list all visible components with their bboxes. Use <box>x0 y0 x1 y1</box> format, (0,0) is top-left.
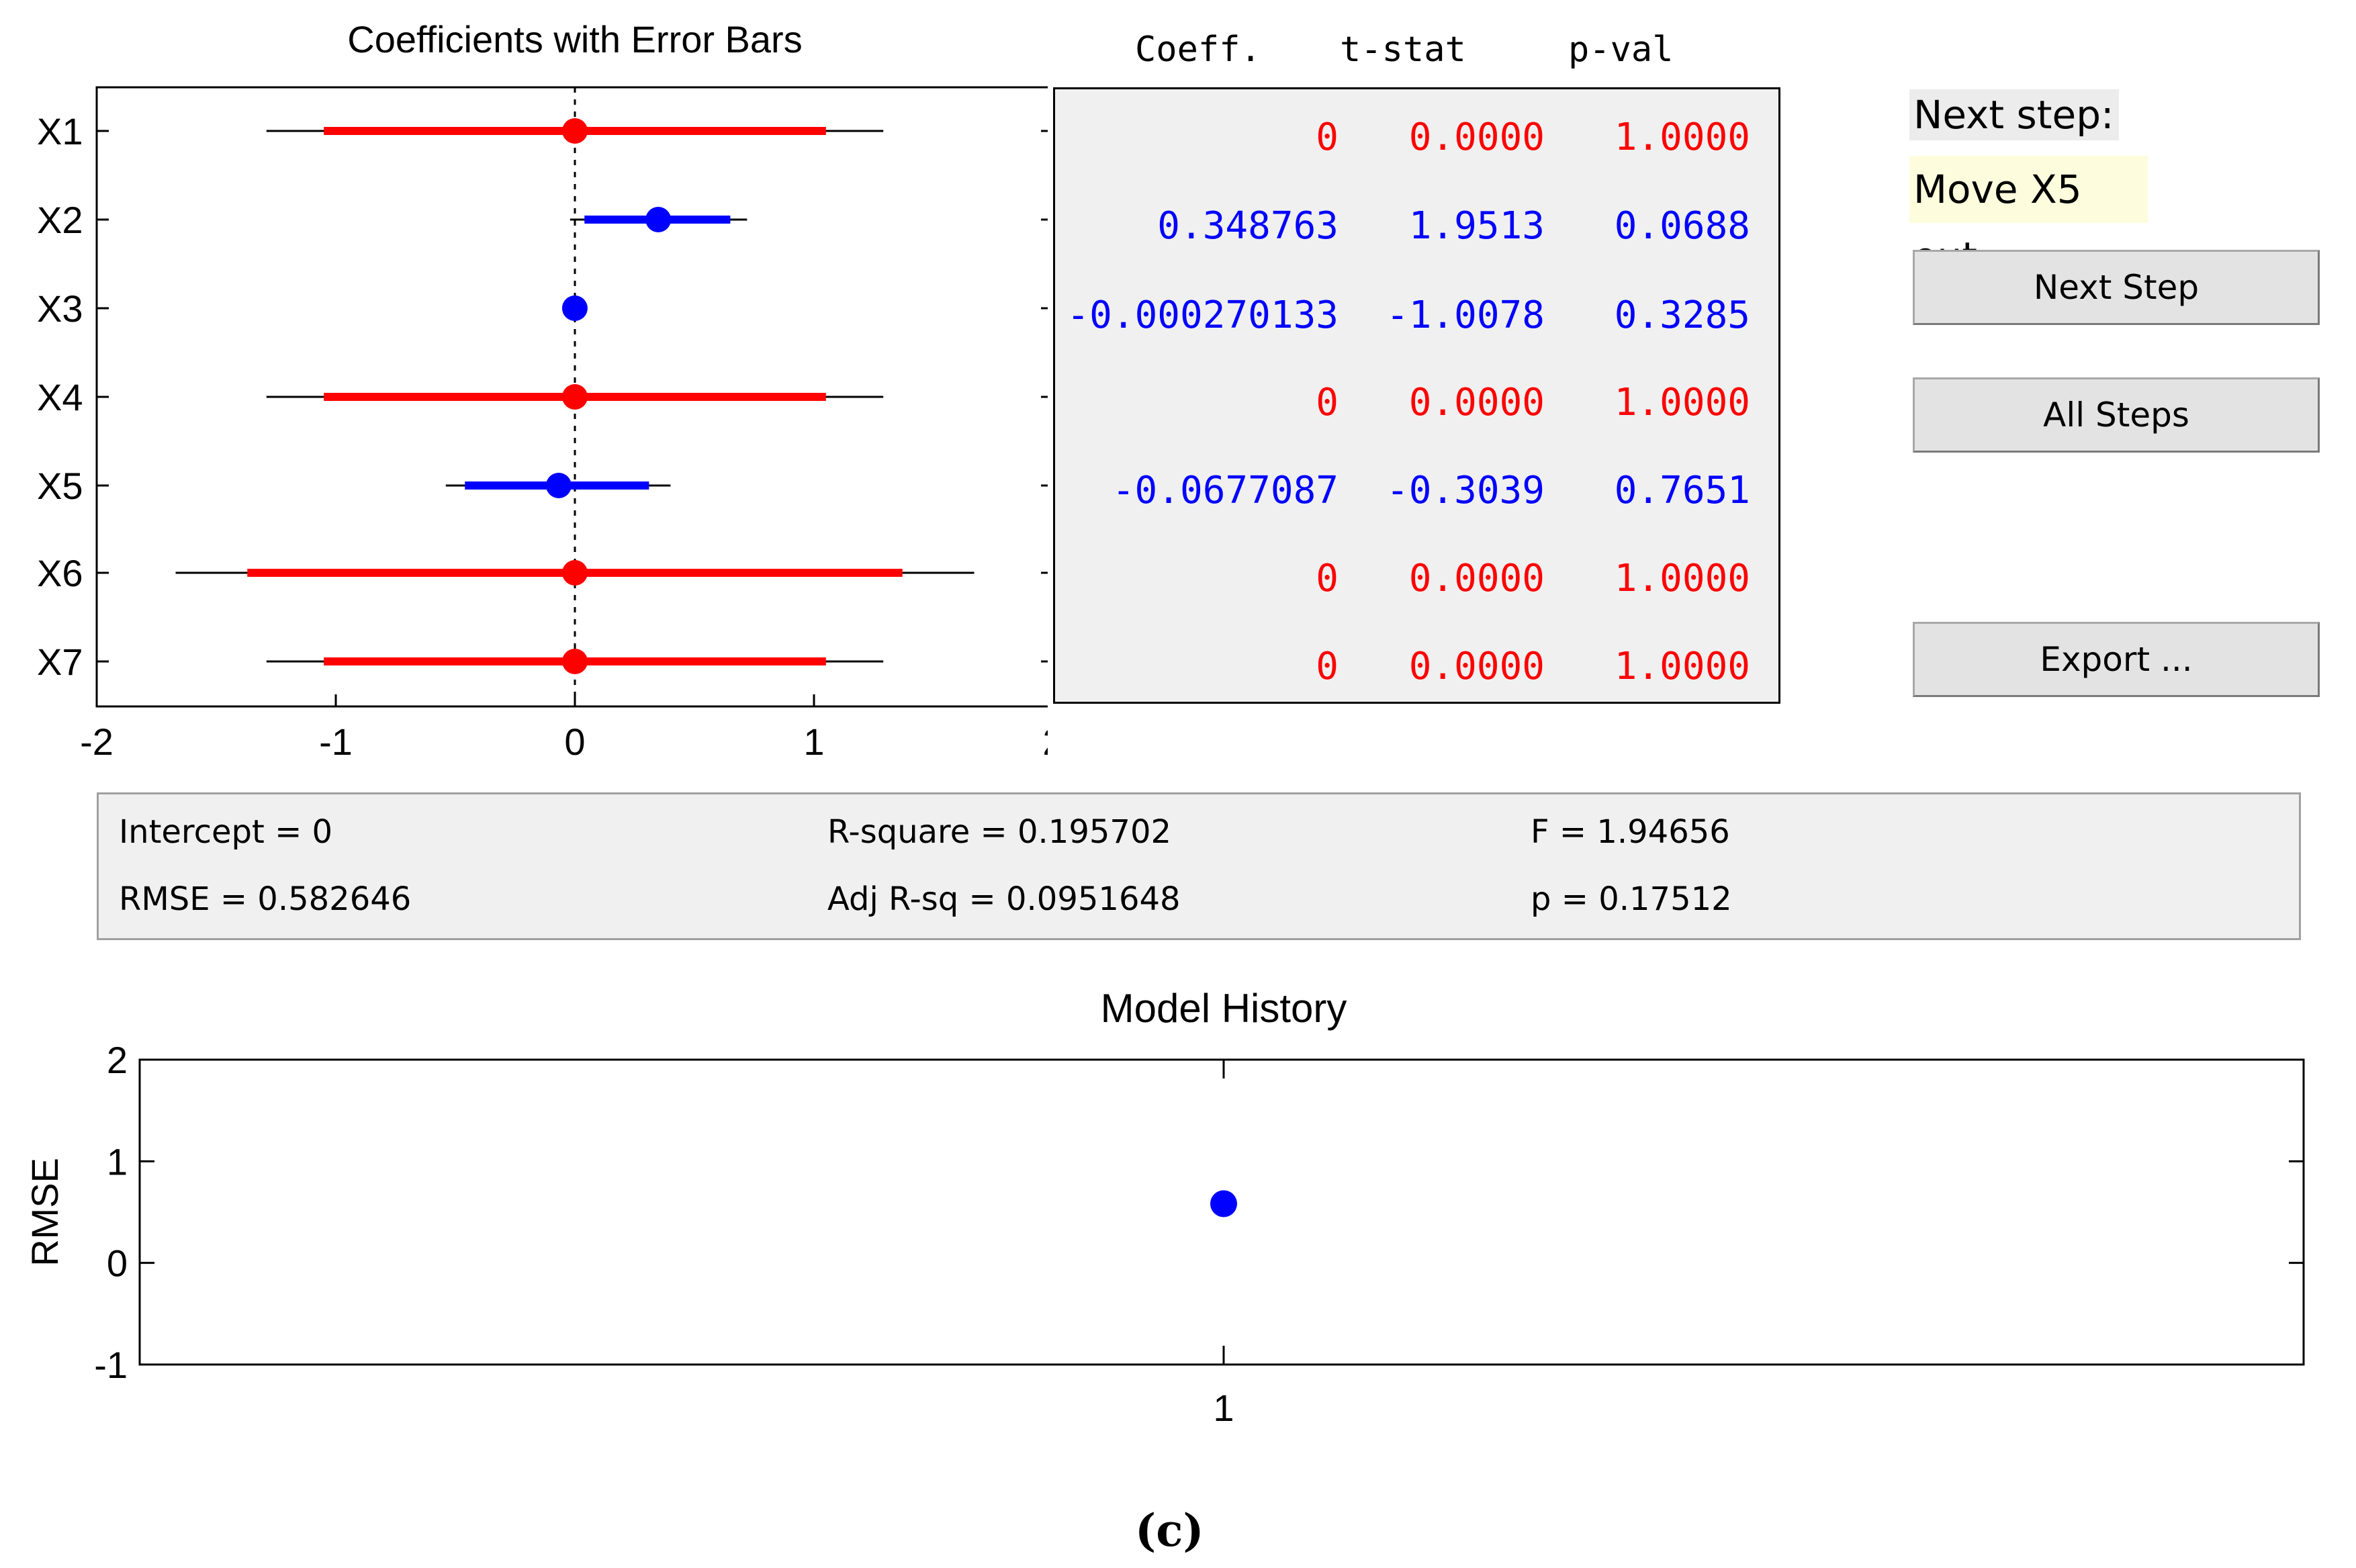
row-label-x3: X3 <box>37 287 83 330</box>
stat-intercept: Intercept = 0 <box>119 813 333 851</box>
history-axes <box>138 1058 2305 1366</box>
cell-pval: 1.0000 <box>1614 557 1750 600</box>
history-point <box>1210 1190 1237 1217</box>
header-pval: p-val <box>1568 30 1674 70</box>
y-tick-label: 1 <box>107 1140 128 1183</box>
stat-f: F = 1.94656 <box>1531 813 1730 851</box>
export-button[interactable]: Export ... <box>1913 622 2320 697</box>
coef-point-x7 <box>562 649 588 674</box>
cell-tstat: -0.3039 <box>1386 469 1545 512</box>
row-label-x1: X1 <box>37 110 83 152</box>
figure-caption: (c) <box>1135 1504 1204 1557</box>
header-coeff: Coeff. <box>1135 30 1261 70</box>
stat-rmse: RMSE = 0.582646 <box>119 880 412 918</box>
cell-pval: 1.0000 <box>1614 645 1750 688</box>
row-label-x5: X5 <box>37 465 83 507</box>
cell-coeff: 0 <box>1316 557 1339 600</box>
x-tick-label: -2 <box>80 721 114 763</box>
coef-point-x3 <box>561 295 588 321</box>
cell-pval: 1.0000 <box>1614 116 1750 159</box>
coefficients-error-bar-plot: Coefficients with Error Bars -2 -1 0 1 2 X1 X2 X… <box>37 18 1048 763</box>
coef-point-x2 <box>645 207 672 232</box>
coef-plot-title: Coefficients with Error Bars <box>347 18 802 60</box>
coef-point-x6 <box>562 560 588 586</box>
cell-coeff: 0.348763 <box>1157 204 1339 248</box>
stat-adj-rsq: Adj R-sq = 0.0951648 <box>827 880 1181 918</box>
row-label-x2: X2 <box>37 199 83 241</box>
cell-tstat: 0.0000 <box>1408 645 1545 688</box>
x-tick-label: 2 <box>1042 721 1048 763</box>
next-step-label: Next step: <box>1909 89 2119 140</box>
row-label-x6: X6 <box>37 552 83 594</box>
x-tick-label: 1 <box>1213 1387 1234 1429</box>
history-title: Model History <box>1101 986 1347 1031</box>
cell-tstat: 1.9513 <box>1408 204 1545 248</box>
cell-coeff: -0.000270133 <box>1067 293 1339 337</box>
model-statistics-panel: Intercept = 0 R-square = 0.195702 F = 1.… <box>97 792 2301 940</box>
cell-pval: 0.3285 <box>1614 293 1750 337</box>
cell-pval: 0.7651 <box>1614 469 1750 512</box>
x-tick-label: 0 <box>564 721 585 763</box>
stat-r-square: R-square = 0.195702 <box>827 813 1172 851</box>
cell-pval: 1.0000 <box>1614 381 1750 424</box>
coef-point-x5 <box>545 473 572 498</box>
next-step-button[interactable]: Next Step <box>1913 250 2320 325</box>
coefficient-table <box>1053 87 1780 704</box>
cell-tstat: 0.0000 <box>1408 381 1545 424</box>
cell-coeff: -0.0677087 <box>1112 469 1339 512</box>
all-steps-button[interactable]: All Steps <box>1913 377 2320 453</box>
cell-coeff: 0 <box>1316 381 1339 424</box>
cell-tstat: 0.0000 <box>1408 116 1545 159</box>
next-step-value: Move X5 out <box>1909 156 2148 279</box>
coef-point-x4 <box>562 384 588 410</box>
row-label-x4: X4 <box>37 376 83 418</box>
row-label-x7: X7 <box>37 641 83 683</box>
cell-coeff: 0 <box>1316 645 1339 688</box>
y-tick-label: -1 <box>94 1344 128 1386</box>
x-tick-label: 1 <box>803 721 824 763</box>
cell-coeff: 0 <box>1316 116 1339 159</box>
stat-p: p = 0.17512 <box>1531 880 1732 918</box>
y-tick-label: 0 <box>107 1242 128 1285</box>
cell-tstat: 0.0000 <box>1408 557 1545 600</box>
x-tick-label: -1 <box>319 721 353 763</box>
coef-point-x1 <box>562 118 588 144</box>
header-tstat: t-stat <box>1340 30 1466 70</box>
y-axis-label: RMSE <box>24 1158 66 1266</box>
cell-pval: 0.0688 <box>1614 204 1750 248</box>
y-tick-label: 2 <box>107 1039 128 1081</box>
cell-tstat: -1.0078 <box>1386 293 1545 337</box>
